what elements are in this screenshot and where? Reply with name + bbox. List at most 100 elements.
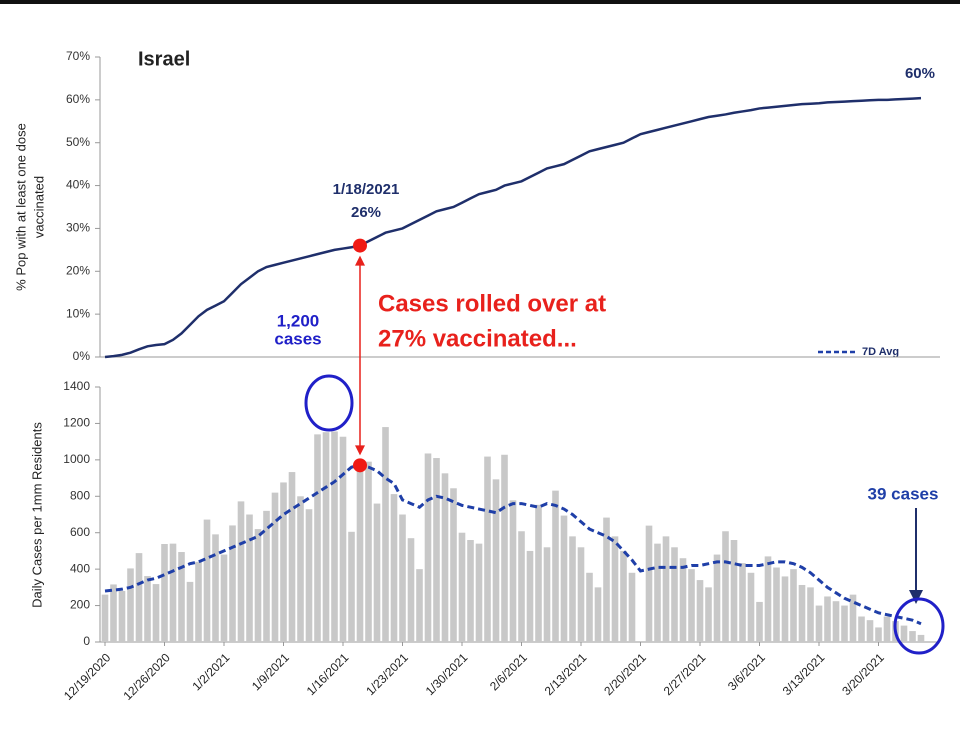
bar xyxy=(450,488,457,642)
annotation: 26% xyxy=(351,204,381,221)
bar xyxy=(288,472,296,642)
annotation: 1/18/2021 xyxy=(333,181,400,198)
line-series xyxy=(104,96,922,359)
bar xyxy=(917,634,925,642)
bar xyxy=(169,543,177,642)
bar xyxy=(331,431,338,642)
arrow-head xyxy=(909,590,923,604)
bar xyxy=(305,509,313,642)
bar xyxy=(484,456,491,642)
x-tick-label: 1/23/2021 xyxy=(363,650,411,698)
bar xyxy=(424,453,432,642)
bar xyxy=(832,601,840,642)
bar xyxy=(798,584,806,642)
y-axis-label: vaccinated xyxy=(31,176,46,238)
bar xyxy=(509,500,517,642)
bar xyxy=(645,525,653,642)
x-tick-label: 2/27/2021 xyxy=(661,650,709,698)
highlight-dot xyxy=(353,238,367,253)
bar xyxy=(875,627,882,642)
bar xyxy=(314,434,321,642)
bar xyxy=(679,558,687,642)
x-tick-label: 1/9/2021 xyxy=(249,650,292,693)
bar xyxy=(271,492,279,642)
bar xyxy=(543,547,551,642)
y-axis-label: Daily Cases per 1mm Residents xyxy=(29,422,44,608)
y-tick-label: 600 xyxy=(70,525,90,539)
bar xyxy=(280,482,287,642)
y-tick-label: 1000 xyxy=(63,452,90,466)
bar xyxy=(594,587,602,642)
y-tick-label: 0% xyxy=(73,349,91,363)
bar xyxy=(628,572,636,642)
arrow-head xyxy=(355,255,365,266)
annotation: 27% vaccinated... xyxy=(378,325,577,352)
bar xyxy=(416,569,423,642)
bar xyxy=(212,534,219,642)
bar xyxy=(866,620,874,642)
bar xyxy=(662,536,670,642)
bar xyxy=(620,550,627,642)
bar xyxy=(688,569,695,642)
bar xyxy=(110,584,117,642)
bar xyxy=(722,531,729,642)
bar xyxy=(297,496,304,642)
bar xyxy=(433,458,440,642)
bar xyxy=(535,504,542,642)
y-tick-label: 800 xyxy=(70,488,90,502)
bar xyxy=(441,473,449,642)
x-tick-label: 2/13/2021 xyxy=(542,650,590,698)
bar xyxy=(161,544,168,642)
annotation: cases xyxy=(274,329,321,348)
chart-title: Israel xyxy=(138,48,190,70)
bar xyxy=(824,596,831,642)
bar xyxy=(883,616,891,642)
bar xyxy=(348,531,355,642)
bar xyxy=(560,515,568,642)
y-tick-label: 50% xyxy=(66,135,90,149)
bar xyxy=(909,631,916,642)
y-tick-label: 20% xyxy=(66,263,90,277)
bar xyxy=(373,503,381,642)
bar xyxy=(186,581,194,642)
bar xyxy=(127,568,134,642)
bar xyxy=(849,594,857,642)
bar xyxy=(390,494,398,642)
bar xyxy=(229,525,236,642)
bar xyxy=(790,569,797,642)
x-tick-label: 1/16/2021 xyxy=(304,650,352,698)
bar xyxy=(399,514,406,642)
bar xyxy=(382,427,389,642)
bar xyxy=(322,432,330,642)
annotation: 60% xyxy=(905,65,935,82)
bar xyxy=(101,594,109,642)
bar xyxy=(739,563,746,642)
bar xyxy=(764,556,772,642)
bar xyxy=(569,536,576,642)
x-tick-label: 1/30/2021 xyxy=(423,650,471,698)
bar xyxy=(501,454,508,642)
x-tick-label: 12/26/2020 xyxy=(120,650,173,703)
y-tick-label: 400 xyxy=(70,561,90,575)
x-tick-label: 12/19/2020 xyxy=(61,650,114,703)
x-tick-label: 1/2/2021 xyxy=(189,650,232,693)
x-tick-label: 3/13/2021 xyxy=(780,650,828,698)
y-tick-label: 70% xyxy=(66,49,90,63)
annotation: Cases rolled over at xyxy=(378,290,606,317)
bar xyxy=(365,461,372,642)
highlight-dot xyxy=(353,458,367,473)
arrow-head xyxy=(355,445,365,456)
bar xyxy=(492,479,500,642)
bar xyxy=(246,514,253,642)
y-tick-label: 200 xyxy=(70,598,90,612)
bar xyxy=(841,605,848,642)
bar xyxy=(178,552,185,642)
bar xyxy=(730,540,738,642)
bar xyxy=(654,543,661,642)
bar xyxy=(815,605,823,642)
bar xyxy=(577,547,585,642)
highlight-circle xyxy=(893,597,945,655)
bar xyxy=(203,519,211,642)
line-series xyxy=(104,463,922,626)
bar xyxy=(552,490,559,642)
